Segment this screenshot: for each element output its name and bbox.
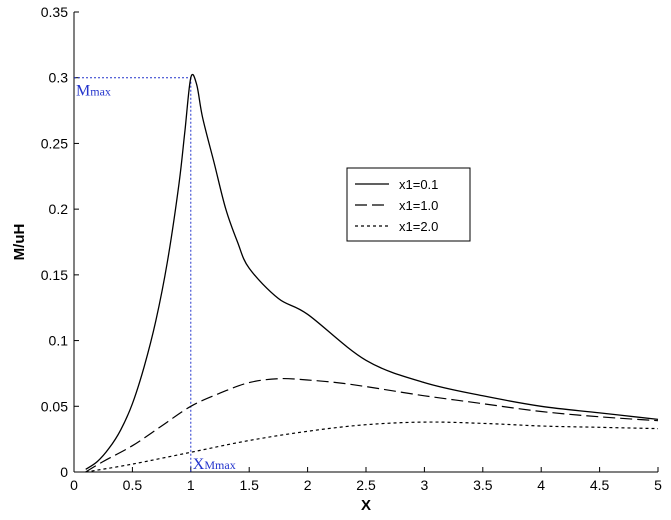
series-line-1 bbox=[85, 73, 659, 470]
xmax-main: X bbox=[193, 456, 205, 473]
y-tick-label: 0.35 bbox=[41, 4, 68, 20]
y-axis-ticks: 0 0.05 0.1 0.15 0.2 0.25 0.3 0.35 bbox=[41, 4, 79, 480]
mmax-annotation: Mmax bbox=[76, 83, 111, 100]
xmax-sub: Mmax bbox=[204, 458, 235, 472]
y-axis-label: M/uH bbox=[11, 224, 28, 261]
legend-label: x1=2.0 bbox=[399, 219, 438, 234]
x-tick-label: 1 bbox=[187, 477, 195, 493]
y-tick-label: 0.1 bbox=[49, 333, 69, 349]
x-tick-label: 3 bbox=[421, 477, 429, 493]
mmax-sub: max bbox=[90, 85, 111, 99]
max-guides bbox=[74, 77, 192, 472]
mmax-main: M bbox=[76, 83, 90, 100]
x-axis-ticks: 0 0.5 1 1.5 2 2.5 3 3.5 4 4.5 5 bbox=[70, 467, 662, 493]
y-tick-label: 0.3 bbox=[49, 70, 69, 86]
series-lines bbox=[85, 73, 659, 473]
series-line-3 bbox=[85, 421, 659, 473]
x-tick-label: 3.5 bbox=[473, 477, 493, 493]
x-tick-label: 2.5 bbox=[356, 477, 376, 493]
legend-box bbox=[346, 167, 471, 242]
y-tick-label: 0.2 bbox=[49, 201, 69, 217]
svg-text:XMmax: XMmax bbox=[193, 456, 236, 473]
y-tick-label: 0.25 bbox=[41, 135, 68, 151]
x-tick-label: 0 bbox=[70, 477, 78, 493]
x-tick-label: 4 bbox=[537, 477, 545, 493]
plot-area bbox=[73, 12, 658, 473]
x-tick-label: 5 bbox=[654, 477, 662, 493]
x-axis-label: X bbox=[361, 497, 371, 514]
x-tick-label: 2 bbox=[304, 477, 312, 493]
y-tick-label: 0.05 bbox=[41, 398, 68, 414]
legend: x1=0.1 x1=1.0 x1=2.0 bbox=[346, 167, 471, 242]
series-line-2 bbox=[85, 377, 659, 473]
y-tick-label: 0.15 bbox=[41, 267, 68, 283]
legend-label: x1=0.1 bbox=[399, 177, 438, 192]
y-tick-label: 0 bbox=[60, 464, 68, 480]
legend-label: x1=1.0 bbox=[399, 198, 438, 213]
xmax-annotation: XMmax bbox=[193, 456, 236, 473]
x-tick-label: 0.5 bbox=[123, 477, 143, 493]
x-tick-label: 1.5 bbox=[239, 477, 259, 493]
x-tick-label: 4.5 bbox=[590, 477, 610, 493]
svg-text:Mmax: Mmax bbox=[76, 83, 111, 100]
